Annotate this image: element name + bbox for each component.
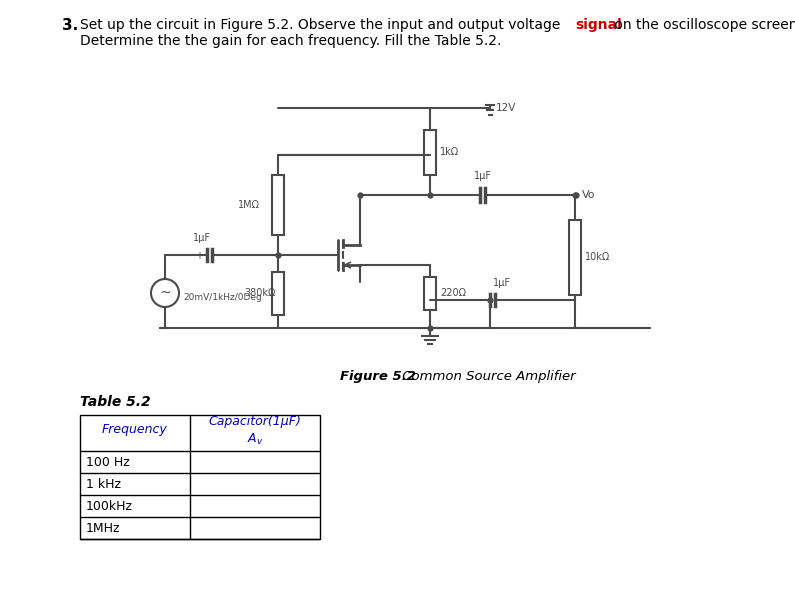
Text: 1MΩ: 1MΩ (238, 200, 260, 210)
Text: signal: signal (575, 18, 622, 32)
Text: Capacitor(1µF): Capacitor(1µF) (208, 415, 301, 429)
Text: 12V: 12V (496, 103, 517, 113)
Text: 220Ω: 220Ω (440, 288, 466, 298)
FancyBboxPatch shape (424, 130, 436, 175)
FancyBboxPatch shape (424, 277, 436, 310)
Text: Table 5.2: Table 5.2 (80, 395, 150, 409)
FancyBboxPatch shape (569, 220, 581, 295)
Text: 1µF: 1µF (193, 233, 211, 243)
Text: 3.: 3. (62, 18, 78, 33)
Text: 1 kHz: 1 kHz (86, 478, 121, 491)
Text: Frequency: Frequency (102, 422, 168, 435)
Text: 1MHz: 1MHz (86, 521, 121, 534)
Text: 10kΩ: 10kΩ (585, 252, 611, 262)
Text: 100kHz: 100kHz (86, 499, 133, 512)
Text: on the oscilloscope screen.: on the oscilloscope screen. (610, 18, 795, 32)
Text: ~: ~ (159, 286, 171, 300)
Text: Determine the the gain for each frequency. Fill the Table 5.2.: Determine the the gain for each frequenc… (80, 34, 502, 48)
Text: 100 Hz: 100 Hz (86, 455, 130, 468)
Text: 1kΩ: 1kΩ (440, 147, 460, 157)
Text: Vo: Vo (582, 190, 595, 200)
Text: Figure 5.2: Figure 5.2 (340, 370, 416, 383)
FancyBboxPatch shape (272, 272, 284, 315)
Text: 1µF: 1µF (474, 171, 492, 181)
Bar (80, 415, 320, 539)
FancyBboxPatch shape (272, 175, 284, 235)
Text: 1µF: 1µF (493, 278, 511, 288)
Text: $A_v$: $A_v$ (246, 432, 263, 446)
Text: Common Source Amplifier: Common Source Amplifier (398, 370, 576, 383)
Text: 20mV/1kHz/0Deg: 20mV/1kHz/0Deg (183, 293, 262, 303)
Text: +: + (195, 251, 203, 261)
Text: 380kΩ: 380kΩ (245, 288, 276, 298)
Text: Set up the circuit in Figure 5.2. Observe the input and output voltage: Set up the circuit in Figure 5.2. Observ… (80, 18, 564, 32)
